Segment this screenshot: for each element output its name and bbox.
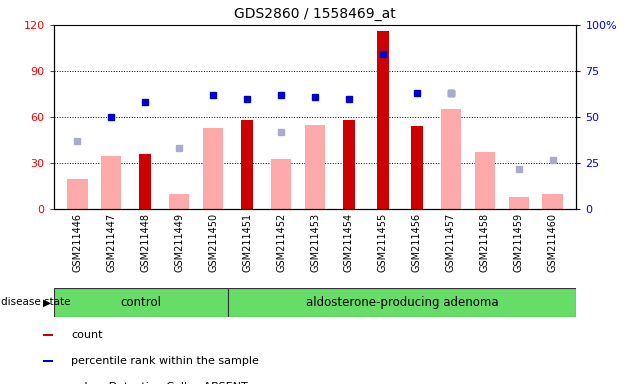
Text: GSM211460: GSM211460 [547, 213, 558, 272]
Text: GSM211448: GSM211448 [140, 213, 150, 272]
Bar [101, 156, 122, 209]
Bar [67, 179, 88, 209]
Bar [440, 109, 461, 209]
Text: GSM211452: GSM211452 [276, 213, 286, 272]
Text: disease state: disease state [1, 297, 70, 308]
Bar [377, 31, 389, 209]
Text: GSM211447: GSM211447 [106, 213, 117, 272]
Bar [139, 154, 151, 209]
Text: percentile rank within the sample: percentile rank within the sample [71, 356, 259, 366]
Text: count: count [71, 330, 103, 340]
Bar [508, 197, 529, 209]
Text: GSM211455: GSM211455 [378, 213, 388, 272]
Bar [203, 128, 223, 209]
Text: value, Detection Call = ABSENT: value, Detection Call = ABSENT [71, 382, 248, 384]
Text: GSM211451: GSM211451 [242, 213, 252, 272]
Text: ▶: ▶ [43, 297, 50, 308]
Bar [305, 125, 325, 209]
Title: GDS2860 / 1558469_at: GDS2860 / 1558469_at [234, 7, 396, 21]
Text: GSM211449: GSM211449 [174, 213, 184, 272]
Text: GSM211453: GSM211453 [310, 213, 320, 272]
Bar [228, 288, 576, 317]
Bar [43, 360, 53, 362]
Bar [169, 194, 190, 209]
Text: GSM211446: GSM211446 [72, 213, 83, 272]
Text: GSM211456: GSM211456 [412, 213, 422, 272]
Text: control: control [120, 296, 161, 309]
Bar [542, 194, 563, 209]
Text: GSM211457: GSM211457 [446, 213, 456, 272]
Bar [474, 152, 495, 209]
Text: aldosterone-producing adenoma: aldosterone-producing adenoma [306, 296, 498, 309]
Bar [43, 334, 53, 336]
Text: GSM211458: GSM211458 [480, 213, 490, 272]
Bar [54, 288, 228, 317]
Bar [271, 159, 291, 209]
Text: GSM211459: GSM211459 [513, 213, 524, 272]
Bar [411, 126, 423, 209]
Bar [343, 120, 355, 209]
Bar [241, 120, 253, 209]
Text: GSM211450: GSM211450 [208, 213, 218, 272]
Text: GSM211454: GSM211454 [344, 213, 354, 272]
